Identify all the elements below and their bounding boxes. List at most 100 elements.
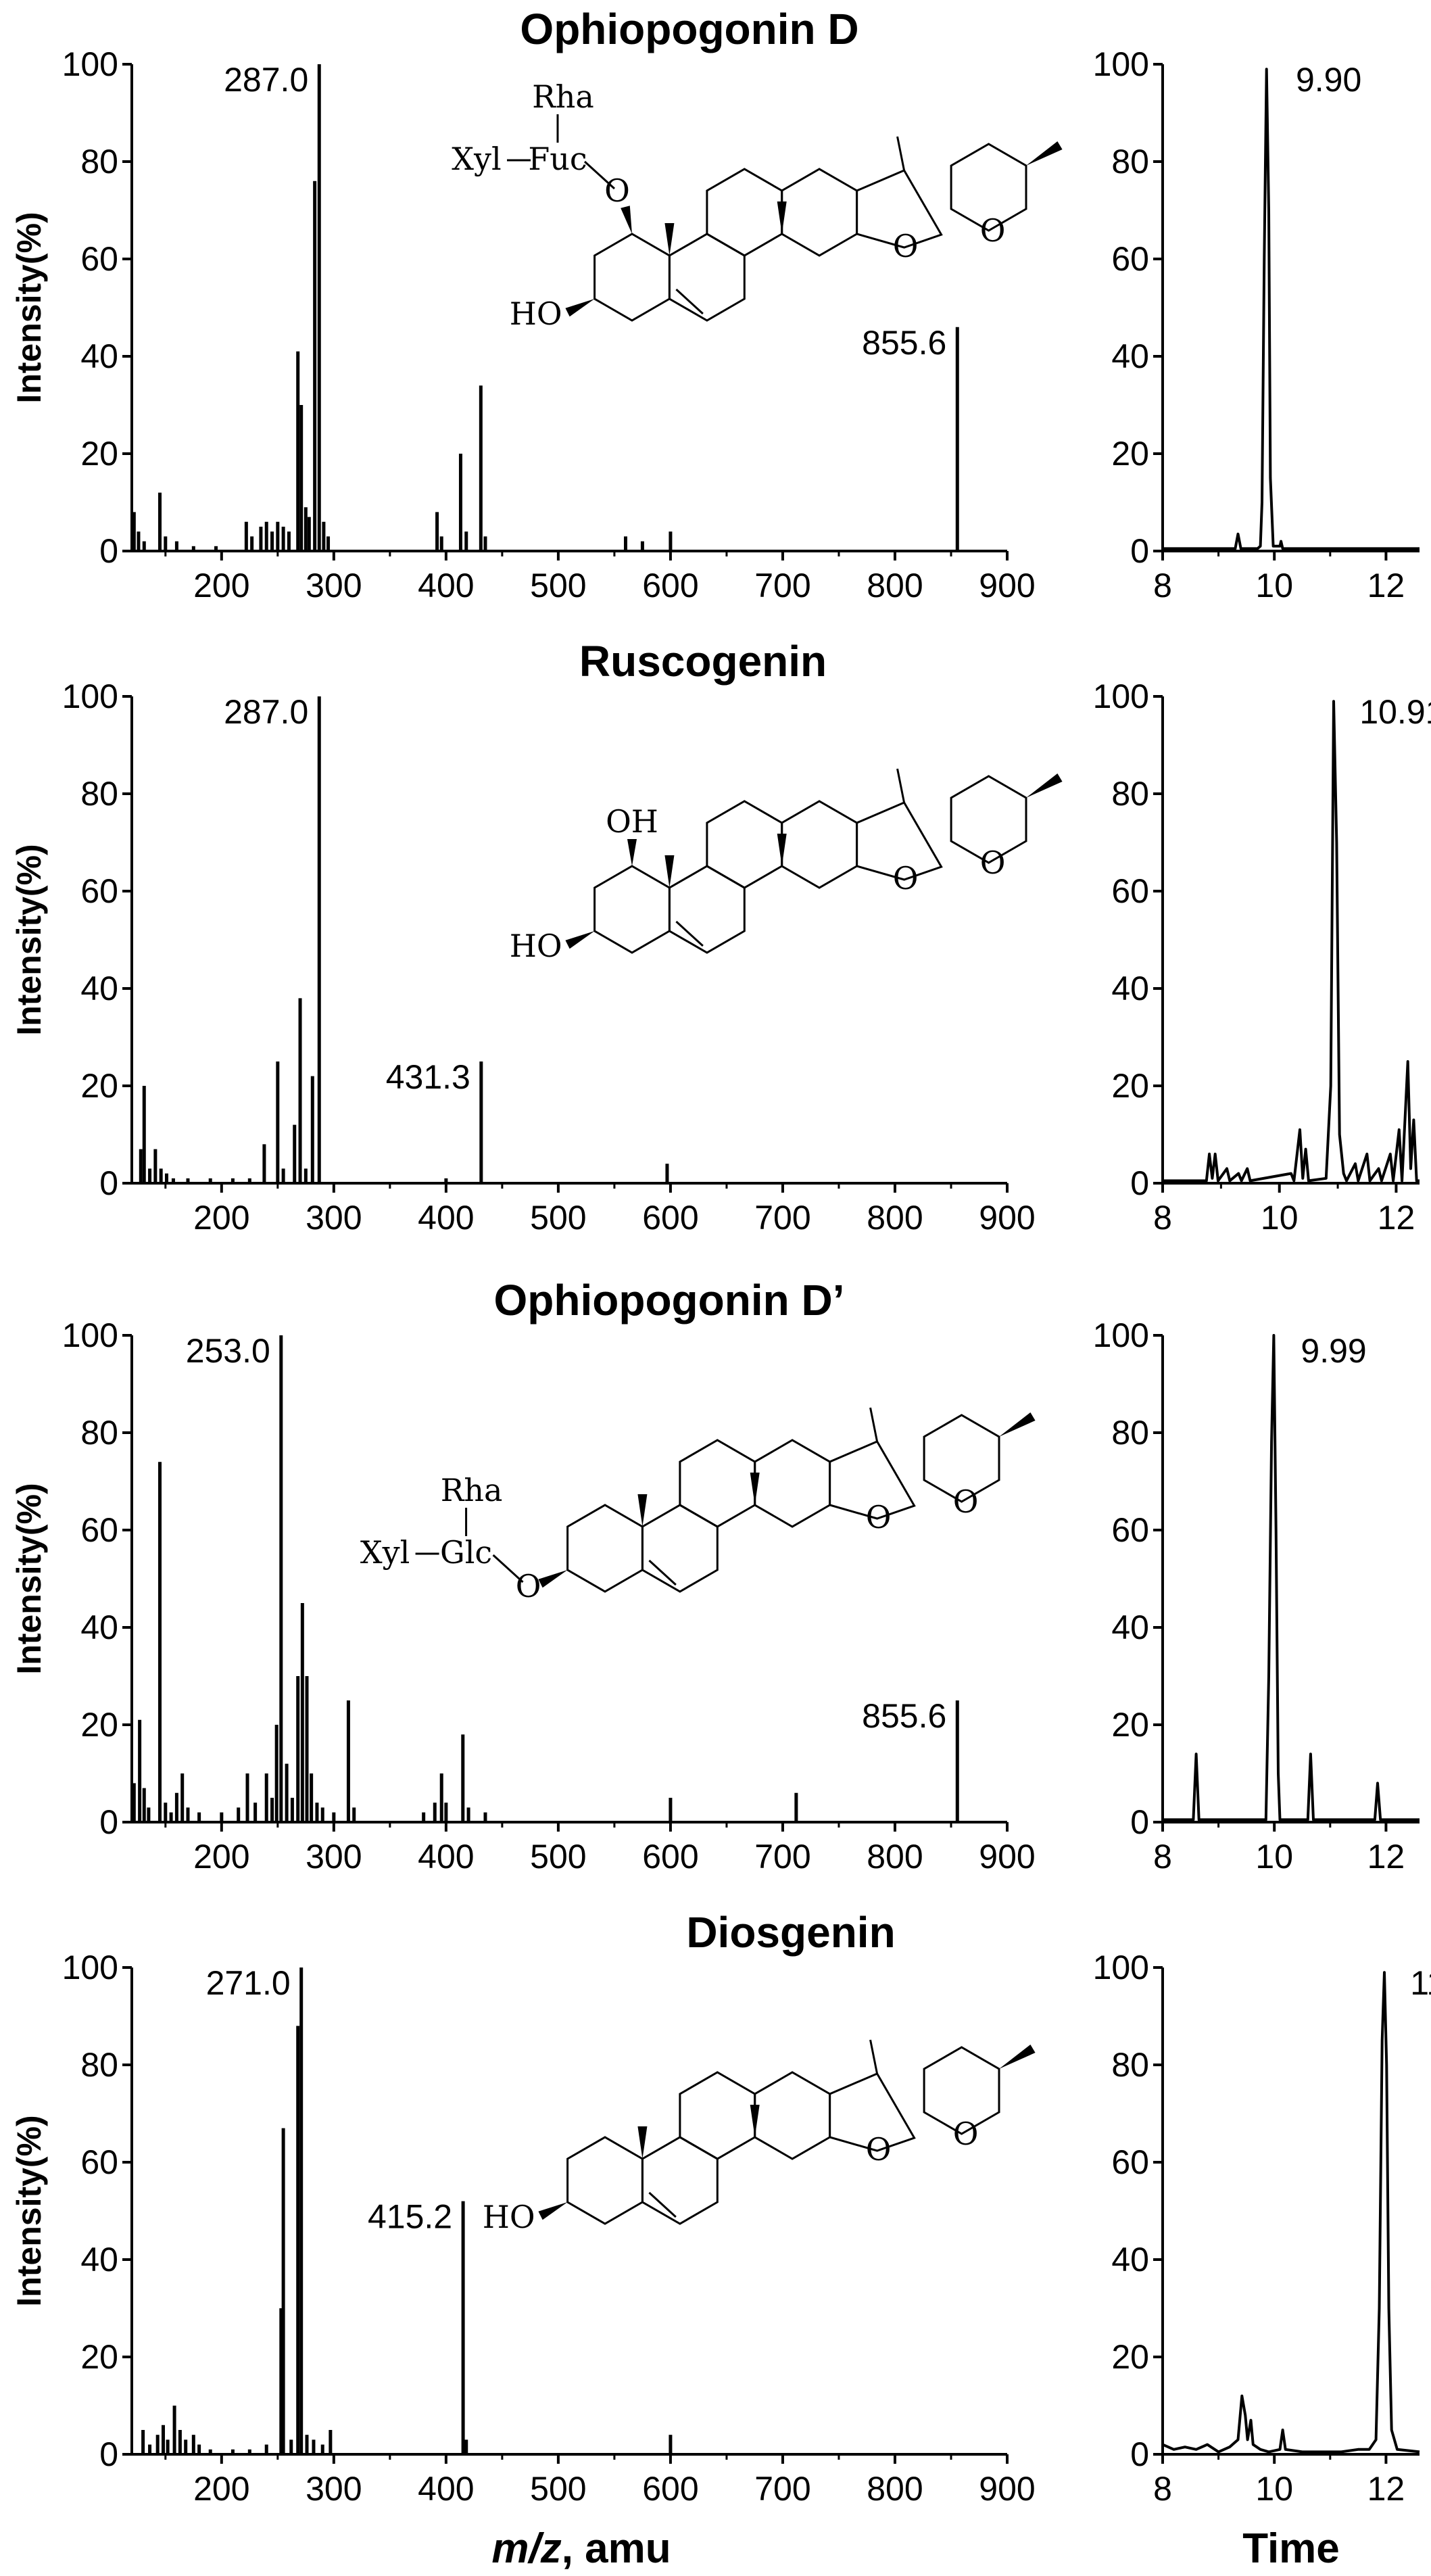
methyl-bond — [896, 136, 906, 171]
ms-x-tick-label: 300 — [306, 1838, 362, 1876]
hydroxyl-label: HO — [510, 928, 562, 964]
ms-x-axis-label: m/z, amu — [491, 2525, 671, 2572]
ms-y-tick-label: 80 — [80, 2046, 118, 2084]
double-bond — [648, 1559, 677, 1586]
chrom-y-tick-label: 60 — [1111, 240, 1149, 278]
ms-spectrum: 0 20 40 60 80 100 200 300 400 500 600 700 800 900 Inte… — [10, 1316, 1036, 1876]
chrom-y-tick-label: 60 — [1111, 872, 1149, 910]
ms-y-tick-label: 100 — [62, 1316, 118, 1354]
chrom-y-tick-label: 40 — [1111, 337, 1149, 375]
chrom-trace — [1162, 1971, 1420, 2454]
ms-x-tick-label: 400 — [418, 1838, 474, 1876]
ms-x-tick-label: 200 — [193, 1199, 249, 1237]
ring-oxygen-label: O — [866, 1499, 892, 1535]
ms-y-tick-label: 40 — [80, 2241, 118, 2279]
ring-c — [679, 2071, 756, 2160]
angular-methyl — [637, 1494, 648, 1527]
ring-oxygen-label: O — [893, 228, 919, 264]
ring-c — [706, 168, 783, 257]
angular-methyl — [664, 223, 675, 256]
angular-methyl — [637, 2126, 648, 2159]
chromatogram: 0 20 40 60 80 100 8 10 12 9.90 — [1093, 45, 1420, 604]
c3-wedge — [538, 1570, 568, 1588]
ms-x-tick-label: 200 — [193, 567, 249, 604]
ms-y-axis-label: Intensity(%) — [10, 1483, 48, 1674]
chrom-y-tick-label: 100 — [1093, 677, 1149, 715]
angular-methyl — [664, 855, 675, 888]
ms-x-tick-label: 300 — [306, 2470, 362, 2508]
ring-a — [593, 233, 671, 322]
ring-d — [754, 2071, 831, 2160]
chrom-y-tick-label: 80 — [1111, 2046, 1149, 2084]
chrom-y-tick-label: 40 — [1111, 2241, 1149, 2279]
ms-spectrum: 0 20 40 60 80 100 200 300 400 500 600 700 800 900 Inte… — [10, 45, 1036, 604]
ring-f — [950, 775, 1027, 864]
ms-peak-label: 271.0 — [206, 1964, 291, 2002]
chrom-x-tick-label: 12 — [1367, 1838, 1405, 1876]
angular-methyl — [750, 2105, 760, 2137]
ms-y-tick-label: 60 — [80, 872, 118, 910]
c1-wedge — [621, 206, 632, 234]
panel-title: Ophiopogonin D’ — [494, 1276, 845, 1325]
sugar-bond — [492, 1554, 524, 1583]
chrom-y-tick-label: 40 — [1111, 1608, 1149, 1646]
chrom-x-tick-label: 8 — [1153, 1199, 1172, 1237]
ring-e — [856, 169, 943, 249]
glycosidic-oxygen-label: O — [516, 1568, 541, 1604]
ms-x-axis-label-unit: , amu — [562, 2525, 671, 2572]
chrom-peak-label: 9.90 — [1296, 61, 1361, 99]
sugar-label: Rha — [532, 78, 594, 115]
c3-wedge — [565, 931, 595, 949]
sugar-label: Rha — [441, 1472, 503, 1508]
ms-x-tick-label: 900 — [979, 567, 1035, 604]
chrom-y-tick-label: 60 — [1111, 1511, 1149, 1549]
chrom-x-tick-label: 10 — [1255, 2470, 1293, 2508]
ms-peak-label: 855.6 — [862, 1697, 946, 1735]
chrom-x-tick-label: 10 — [1255, 1838, 1293, 1876]
ring-e — [829, 1440, 916, 1520]
methyl-wedge — [1025, 773, 1063, 798]
chrom-y-tick-label: 0 — [1130, 1164, 1149, 1202]
chrom-x-tick-label: 10 — [1261, 1199, 1299, 1237]
ms-y-axis-label: Intensity(%) — [10, 844, 48, 1035]
ms-y-axis-label: Intensity(%) — [10, 2115, 48, 2306]
chromatogram: 0 20 40 60 80 100 8 10 12 11.95 — [1093, 1949, 1431, 2508]
ms-y-tick-label: 80 — [80, 775, 118, 813]
chrom-x-tick-label: 8 — [1153, 1838, 1172, 1876]
chrom-y-tick-label: 0 — [1130, 1803, 1149, 1841]
sugar-label: Xyl — [360, 1534, 410, 1571]
ms-x-tick-label: 500 — [530, 567, 586, 604]
chrom-peak-label: 9.99 — [1301, 1332, 1366, 1370]
ms-x-tick-label: 900 — [979, 1838, 1035, 1876]
ring-d — [754, 1439, 831, 1528]
angular-methyl — [750, 1473, 760, 1505]
ms-y-tick-label: 0 — [99, 1803, 118, 1841]
ring-f — [923, 2046, 1000, 2135]
methyl-wedge — [1025, 141, 1063, 166]
ms-y-tick-label: 100 — [62, 45, 118, 83]
sugar-label: Xyl — [452, 141, 501, 177]
sugar-bond — [583, 160, 616, 190]
ms-y-tick-label: 20 — [80, 2338, 118, 2376]
ms-y-tick-label: 60 — [80, 2143, 118, 2181]
chrom-y-tick-label: 60 — [1111, 2143, 1149, 2181]
ms-peak-label: 855.6 — [862, 324, 946, 362]
methyl-wedge — [998, 2044, 1036, 2069]
ms-x-tick-label: 700 — [754, 2470, 810, 2508]
methyl-wedge — [998, 1412, 1036, 1437]
chrom-y-tick-label: 80 — [1111, 143, 1149, 181]
chromatogram: 0 20 40 60 80 100 8 10 12 10.91 — [1093, 677, 1431, 1237]
ms-x-tick-label: 400 — [418, 1199, 474, 1237]
ms-y-tick-label: 40 — [80, 970, 118, 1007]
ms-x-tick-label: 900 — [979, 2470, 1035, 2508]
ring-a — [566, 2136, 644, 2225]
ring-f — [923, 1414, 1000, 1503]
glycosidic-oxygen-label: O — [604, 172, 630, 209]
chrom-peak-label: 11.95 — [1410, 1964, 1431, 2002]
chemical-structure: O O HO OH — [510, 768, 1063, 964]
ring-e — [829, 2072, 916, 2152]
double-bond — [675, 920, 704, 947]
ms-y-tick-label: 20 — [80, 1706, 118, 1744]
